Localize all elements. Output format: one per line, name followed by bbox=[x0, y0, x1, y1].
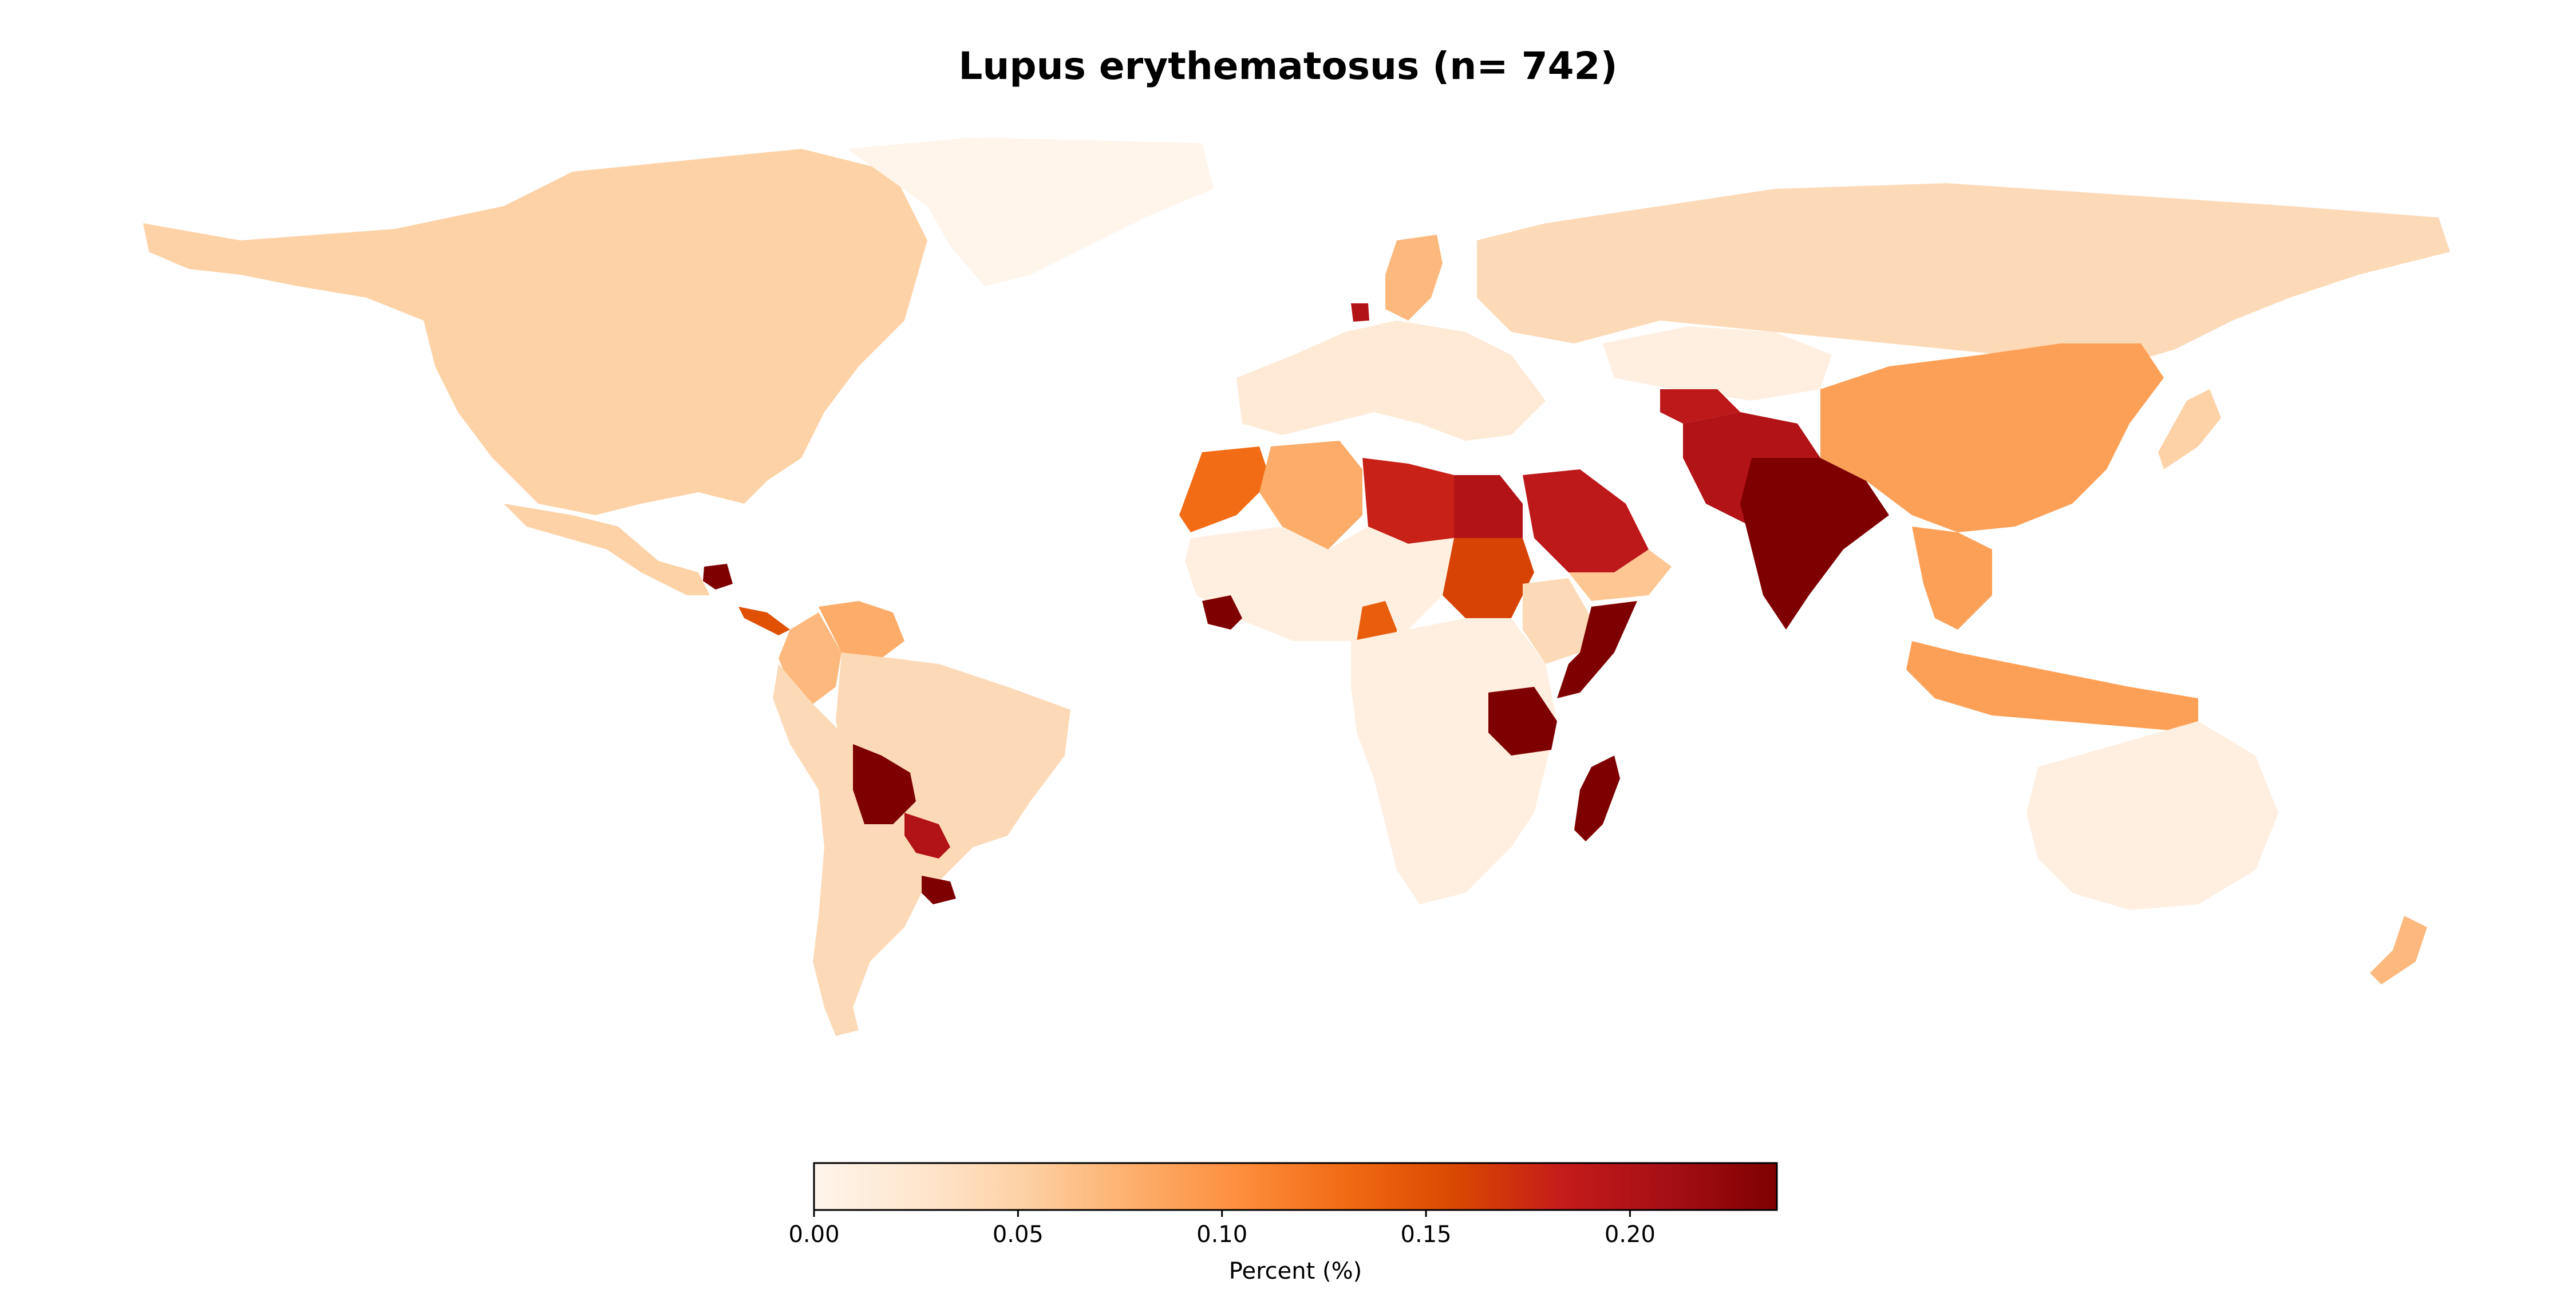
region-pakistan bbox=[1660, 389, 1740, 424]
region-guinea bbox=[1202, 595, 1242, 630]
region-colombia bbox=[779, 612, 841, 704]
region-sweden bbox=[1385, 235, 1443, 321]
region-ethiopia bbox=[1523, 578, 1591, 664]
colorbar: 0.00 0.05 0.10 0.15 0.20 Percent (%) bbox=[788, 1162, 1778, 1284]
colorbar-tick-label: 0.00 bbox=[788, 1221, 839, 1248]
region-indonesia bbox=[1906, 641, 2198, 733]
colorbar-label: Percent (%) bbox=[1229, 1258, 1362, 1284]
region-sudan bbox=[1443, 538, 1534, 618]
region-mexico bbox=[504, 504, 710, 595]
region-saudi-arabia bbox=[1523, 469, 1649, 572]
region-guatemala bbox=[703, 564, 733, 590]
region-algeria bbox=[1259, 441, 1362, 549]
region-europe bbox=[1236, 321, 1546, 441]
region-paraguay bbox=[904, 813, 950, 859]
colorbar-gradient bbox=[813, 1162, 1778, 1211]
region-somalia bbox=[1557, 601, 1637, 698]
region-russia bbox=[1477, 183, 2450, 366]
region-southeast-asia bbox=[1912, 527, 1992, 630]
region-argentina-chile bbox=[773, 664, 922, 1036]
world-map bbox=[143, 137, 2450, 1036]
region-tanzania bbox=[1488, 687, 1557, 756]
region-brazil bbox=[836, 652, 1070, 893]
region-india bbox=[1740, 458, 1889, 630]
colorbar-tick-label: 0.20 bbox=[1605, 1221, 1656, 1248]
colorbar-tick-label: 0.05 bbox=[993, 1221, 1044, 1248]
region-central-southern-africa bbox=[1351, 618, 1557, 904]
colorbar-tick-label: 0.10 bbox=[1196, 1221, 1247, 1248]
region-greenland bbox=[847, 137, 1214, 286]
region-morocco bbox=[1179, 446, 1271, 532]
region-madagascar bbox=[1574, 756, 1620, 841]
region-egypt bbox=[1454, 475, 1523, 538]
region-central-america bbox=[738, 607, 790, 635]
colorbar-ticks: 0.00 0.05 0.10 0.15 0.20 bbox=[788, 1210, 1656, 1248]
region-japan bbox=[2158, 389, 2221, 469]
region-china bbox=[1820, 343, 2164, 532]
region-kazakhstan bbox=[1603, 326, 1832, 401]
region-bolivia bbox=[853, 744, 916, 824]
chart-title: Lupus erythematosus (n= 742) bbox=[958, 44, 1617, 88]
region-libya bbox=[1362, 458, 1454, 544]
region-venezuela bbox=[819, 601, 904, 658]
region-yemen bbox=[1568, 549, 1672, 601]
region-north-america bbox=[143, 149, 927, 515]
region-new-zealand bbox=[2370, 916, 2427, 984]
region-australia bbox=[2026, 721, 2278, 910]
region-denmark bbox=[1351, 303, 1369, 322]
region-uruguay bbox=[922, 876, 956, 904]
colorbar-tick-label: 0.15 bbox=[1401, 1221, 1452, 1248]
